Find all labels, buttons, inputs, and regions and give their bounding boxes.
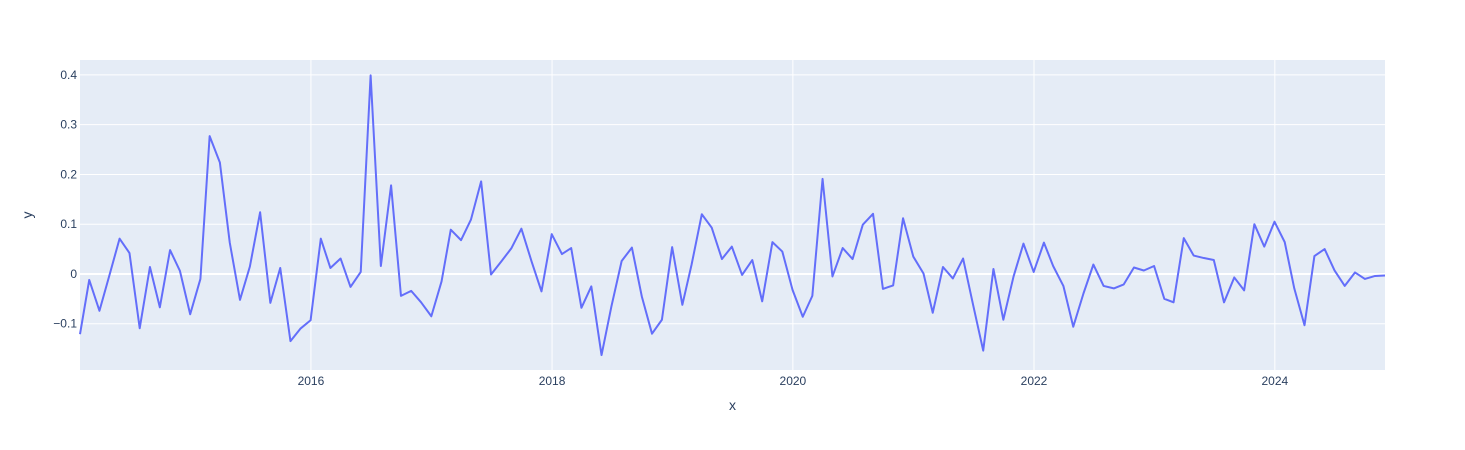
y-tick-label: 0 xyxy=(70,267,77,281)
y-tick-labels: −0.1 0 0.1 0.2 0.3 0.4 xyxy=(53,68,77,331)
y-gridlines xyxy=(80,74,1385,325)
x-tick-label: 2024 xyxy=(1261,374,1288,388)
x-tick-labels: 2016 2018 2020 2022 2024 xyxy=(298,374,1289,388)
series-layer xyxy=(79,74,1386,357)
x-tick-label: 2022 xyxy=(1021,374,1048,388)
y-tick-label: 0.2 xyxy=(60,167,77,181)
x-tick-label: 2018 xyxy=(539,374,566,388)
y-tick-label: 0.1 xyxy=(60,217,77,231)
x-tick-label: 2020 xyxy=(780,374,807,388)
x-tick-label: 2016 xyxy=(298,374,325,388)
x-axis-title: x xyxy=(729,397,736,413)
y-axis-title: y xyxy=(19,212,35,219)
y-tick-label: 0.4 xyxy=(60,68,77,82)
plot-background xyxy=(80,60,1385,370)
y-tick-label: −0.1 xyxy=(53,317,77,331)
series-line xyxy=(79,74,1386,357)
y-tick-label: 0.3 xyxy=(60,118,77,132)
